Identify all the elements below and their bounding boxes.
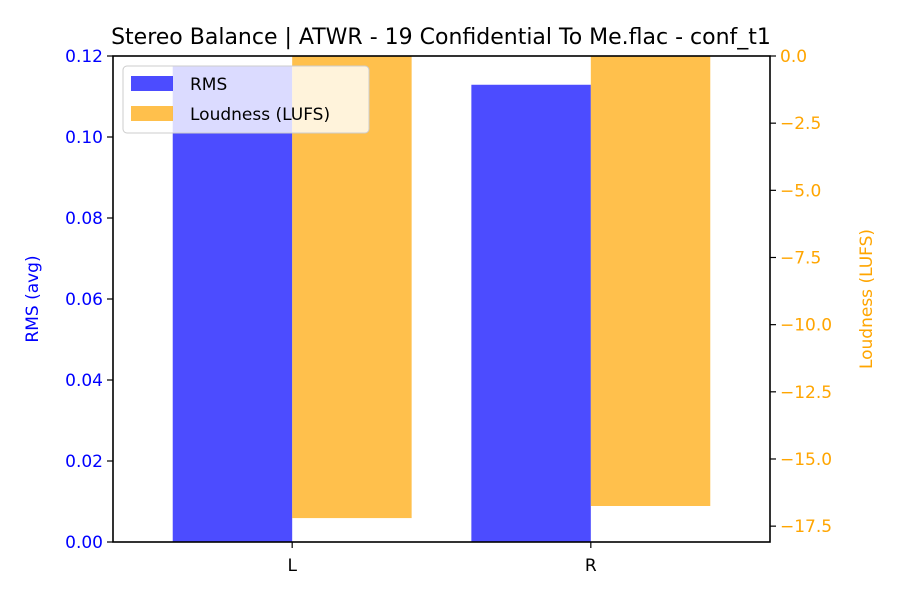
- bar-loudness-r: [590, 56, 711, 506]
- right-tick-label: −12.5: [780, 383, 832, 403]
- legend-label-loudness: Loudness (LUFS): [190, 105, 330, 125]
- left-tick-label: 0.06: [65, 290, 103, 310]
- right-tick-label: −10.0: [780, 316, 832, 336]
- legend-swatch-loudness: [131, 106, 173, 121]
- legend-box: [122, 65, 370, 134]
- x-tick-label: R: [585, 556, 597, 576]
- bar-rms-l: [172, 66, 293, 542]
- left-tick-label: 0.10: [65, 128, 103, 148]
- right-tick-label: −17.5: [780, 517, 832, 537]
- right-tick-label: 0.0: [780, 47, 807, 67]
- left-tick-label: 0.00: [65, 533, 103, 553]
- chart-title: Stereo Balance | ATWR - 19 Confidential …: [111, 25, 771, 50]
- legend-swatch-rms: [131, 76, 173, 91]
- bars: [172, 56, 711, 542]
- left-tick-label: 0.08: [65, 209, 103, 229]
- right-axis-label: Loudness (LUFS): [857, 229, 877, 369]
- right-tick-label: −7.5: [780, 248, 821, 268]
- legend: RMS Loudness (LUFS): [122, 65, 370, 134]
- right-tick-label: −5.0: [780, 181, 821, 201]
- left-tick-label: 0.04: [65, 371, 103, 391]
- bar-rms-r: [471, 84, 591, 542]
- left-tick-label: 0.12: [65, 47, 103, 67]
- left-tick-label: 0.02: [65, 452, 103, 472]
- right-tick-label: −2.5: [780, 114, 821, 134]
- left-axis-ticks: 0.00 0.02 0.04 0.06 0.08 0.10 0.12: [65, 47, 113, 553]
- x-tick-label: L: [287, 556, 297, 576]
- left-axis-label: RMS (avg): [23, 255, 43, 342]
- right-tick-label: −15.0: [780, 450, 832, 470]
- legend-label-rms: RMS: [190, 75, 227, 95]
- right-axis-ticks: 0.0 −2.5 −5.0 −7.5 −10.0 −12.5 −15.0 −17.5: [770, 47, 832, 537]
